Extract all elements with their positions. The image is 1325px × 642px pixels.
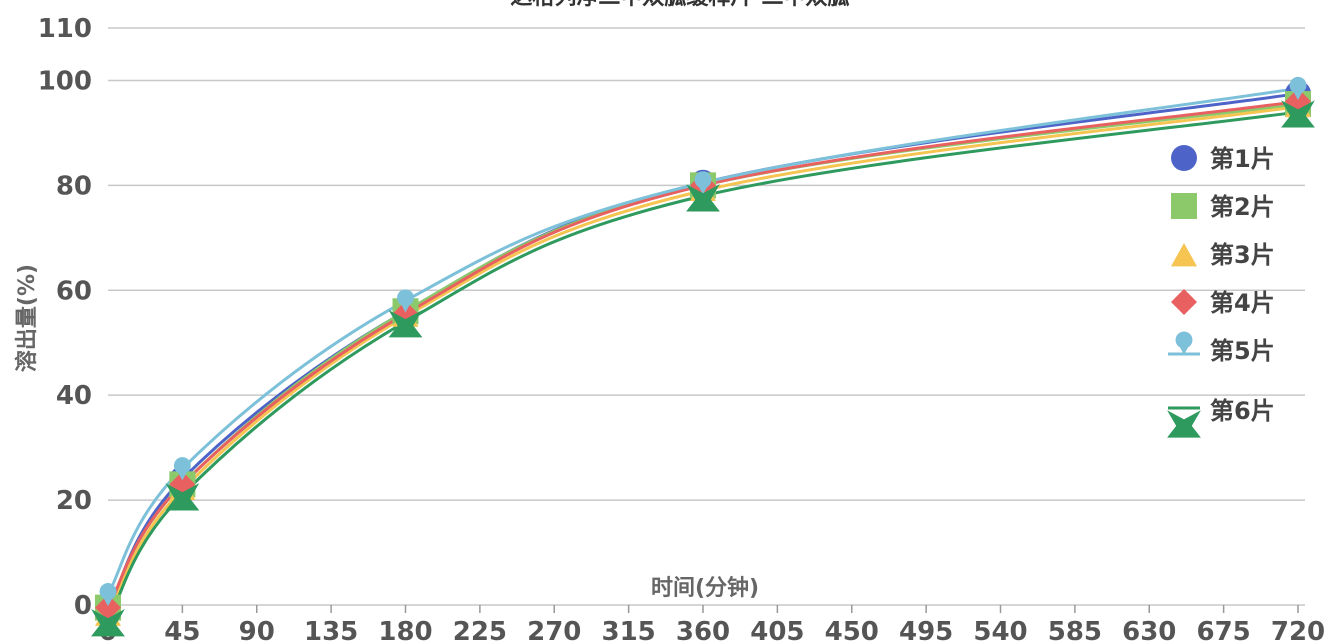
y-tick-label: 60 <box>56 276 92 306</box>
pin-marker <box>1289 76 1307 101</box>
pin-marker <box>694 171 712 195</box>
pin-marker <box>173 457 191 481</box>
x-tick-label: 540 <box>973 617 1027 642</box>
x-tick-label: 180 <box>378 617 432 642</box>
x-tick-label: 270 <box>527 617 581 642</box>
series-line <box>106 86 1299 596</box>
x-axis-ticks: 0459013518022527031536040545049554058563… <box>99 605 1325 642</box>
x-axis-label: 时间(分钟) <box>651 575 759 601</box>
y-axis-ticks: 0 20 40 60 80 100 110 <box>38 14 92 621</box>
pin-marker <box>397 289 414 313</box>
star-triangle-marker <box>1281 100 1315 128</box>
pin-marker <box>1175 331 1193 355</box>
triangle-marker <box>1171 243 1197 267</box>
x-tick-label: 315 <box>601 617 655 642</box>
x-tick-label: 90 <box>239 617 275 642</box>
star-triangle-marker <box>1167 410 1201 438</box>
diamond-marker <box>1171 289 1197 315</box>
pin-marker <box>99 583 117 607</box>
star-triangle-marker <box>686 184 720 212</box>
series-lines <box>106 86 1299 622</box>
circle-marker <box>1171 145 1197 171</box>
x-tick-label: 405 <box>750 617 804 642</box>
y-tick-label: 40 <box>56 381 92 411</box>
star-triangle-marker <box>91 609 125 637</box>
y-tick-label: 20 <box>56 486 92 516</box>
y-tick-label: 80 <box>56 171 92 201</box>
diamond-marker <box>95 594 121 621</box>
legend-item: 第1片 <box>1171 145 1275 173</box>
legend-label: 第6片 <box>1210 397 1275 425</box>
y-tick-label: 110 <box>38 14 92 44</box>
star-triangle-marker <box>165 483 200 511</box>
legend-item: 第5片 <box>1168 331 1275 365</box>
legend-label: 第2片 <box>1210 193 1275 221</box>
series-markers <box>91 76 1315 637</box>
legend-label: 第3片 <box>1210 241 1275 269</box>
chart-title: 达格列净二甲双胍缓释片-二甲双胍 <box>510 0 849 10</box>
legend-item: 第6片 <box>1167 397 1275 438</box>
legend-item: 第3片 <box>1171 241 1275 269</box>
x-tick-label: 225 <box>453 617 507 642</box>
legend-item: 第4片 <box>1171 289 1275 317</box>
x-tick-label: 675 <box>1196 617 1250 642</box>
x-tick-label: 630 <box>1122 617 1176 642</box>
square-marker <box>1171 193 1197 219</box>
legend-label: 第1片 <box>1210 145 1275 173</box>
x-tick-label: 45 <box>164 617 200 642</box>
x-tick-label: 360 <box>676 617 730 642</box>
legend-label: 第4片 <box>1210 289 1275 317</box>
x-tick-label: 135 <box>304 617 358 642</box>
x-tick-label: 585 <box>1048 617 1102 642</box>
legend-label: 第5片 <box>1210 337 1275 365</box>
legend-item: 第2片 <box>1171 193 1275 221</box>
x-tick-label: 450 <box>825 617 879 642</box>
y-tick-label: 100 <box>38 66 92 96</box>
y-tick-label: 0 <box>74 591 92 621</box>
x-tick-label: 720 <box>1271 617 1325 642</box>
star-triangle-marker <box>388 310 423 338</box>
x-tick-label: 495 <box>899 617 953 642</box>
y-axis-label: 溶出量(%) <box>14 264 40 372</box>
